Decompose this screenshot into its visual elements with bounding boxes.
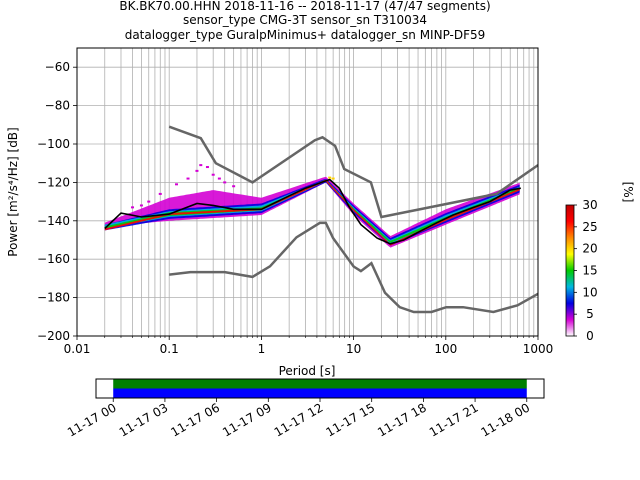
outlier-cell <box>186 177 190 180</box>
title-line-1: BK.BK70.00.HHN 2018-11-16 -- 2018-11-17 … <box>119 0 490 13</box>
high-noise-model-line <box>168 125 538 219</box>
x-axis-label: Period [s] <box>279 364 336 378</box>
coverage-bar-top <box>113 379 527 389</box>
colorbar-tick-label: 5 <box>586 307 594 321</box>
outlier-cell <box>131 206 135 209</box>
plot-frame <box>76 47 539 337</box>
outlier-cell <box>232 185 236 188</box>
x-tick-label: 1 <box>258 342 266 356</box>
outlier-cell <box>139 204 143 207</box>
outlier-cell <box>328 176 332 179</box>
chart-title: BK.BK70.00.HHN 2018-11-16 -- 2018-11-17 … <box>119 0 490 42</box>
title-line-2: sensor_type CMG-3T sensor_sn T310034 <box>183 13 427 27</box>
outlier-cell <box>195 169 199 172</box>
y-axis-label: Power [m²/s⁴/Hz] [dB] <box>6 127 20 256</box>
y-tick-label: −60 <box>45 60 70 74</box>
timeline-tick-label: 11-17 18 <box>375 400 429 439</box>
colorbar: 0 5 10 15 20 25 30 <box>565 198 598 343</box>
plot-grid <box>76 48 538 337</box>
colorbar-tick-label: 20 <box>582 242 597 256</box>
outlier-cell <box>205 166 209 169</box>
colorbar-gradient <box>565 204 575 337</box>
low-noise-model-line <box>169 221 538 314</box>
outlier-cell <box>175 183 179 186</box>
psd-density <box>104 176 520 248</box>
timeline-tick-label: 11-17 15 <box>323 400 377 439</box>
y-tick-label: −160 <box>37 252 70 266</box>
x-tick-label: 10 <box>346 342 361 356</box>
x-tick-label: 0.1 <box>160 342 179 356</box>
x-tick-label: 1000 <box>523 342 554 356</box>
median-psd <box>104 178 521 245</box>
y-axis-ticks: −60 −80 −100 −120 −140 −160 −180 −200 <box>37 60 77 343</box>
outlier-cell <box>331 177 335 180</box>
x-tick-label: 100 <box>434 342 457 356</box>
outlier-cell <box>217 177 221 180</box>
outlier-cell <box>199 164 203 167</box>
x-tick-label: 0.01 <box>64 342 91 356</box>
timeline-tick-label: 11-17 03 <box>117 400 171 439</box>
colorbar-tick-label: 15 <box>582 264 597 278</box>
timeline-tick-label: 11-17 09 <box>220 400 274 439</box>
outlier-cell <box>211 173 215 176</box>
y-tick-label: −100 <box>37 137 70 151</box>
colorbar-tick-label: 25 <box>582 220 597 234</box>
density-band <box>104 179 520 244</box>
colorbar-tick-label: 10 <box>582 285 597 299</box>
density-band <box>104 179 520 246</box>
noise-models <box>168 125 538 314</box>
colorbar-tick-label: 0 <box>586 329 594 343</box>
y-tick-label: −200 <box>37 329 70 343</box>
timeline-tick-label: 11-17 12 <box>272 400 326 439</box>
colorbar-label: [%] <box>621 182 635 203</box>
outlier-cell <box>158 192 162 195</box>
timeline-tick-label: 11-17 00 <box>65 400 119 439</box>
timeline-tick-label: 11-17 21 <box>427 400 481 439</box>
title-line-3: datalogger_type GuralpMinimus+ datalogge… <box>125 28 486 42</box>
x-axis-ticks: 0.01 0.1 1 10 100 1000 <box>64 336 554 356</box>
y-tick-label: −120 <box>37 175 70 189</box>
y-tick-label: −180 <box>37 291 70 305</box>
outlier-cell <box>223 181 227 184</box>
median-line <box>104 178 521 245</box>
density-band <box>104 179 520 243</box>
psd-outliers <box>131 164 335 209</box>
timeline-tick-label: 11-17 06 <box>168 400 222 439</box>
timeline-tick-label: 11-18 00 <box>479 400 533 439</box>
colorbar-tick-label: 30 <box>582 198 597 212</box>
coverage-bar-bottom <box>113 388 527 398</box>
y-tick-label: −80 <box>45 99 70 113</box>
y-tick-label: −140 <box>37 214 70 228</box>
outlier-cell <box>147 200 151 203</box>
